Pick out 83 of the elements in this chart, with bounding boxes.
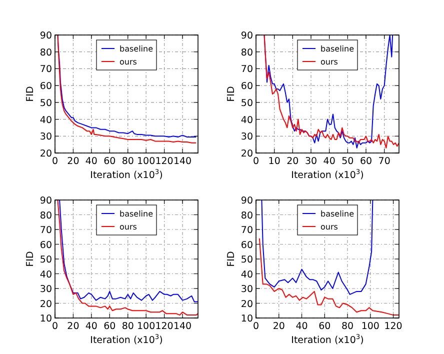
x-tick-label: 40 — [323, 156, 336, 167]
y-tick-label: 90 — [40, 30, 52, 42]
x-tick-label: 60 — [104, 156, 116, 167]
x-tick-label: 120 — [155, 321, 174, 332]
y-tick-label: 20 — [40, 298, 52, 310]
y-tick-label: 30 — [40, 132, 52, 143]
y-tick-label: 40 — [40, 114, 52, 126]
x-tick-label: 100 — [137, 156, 156, 167]
y-tick-label: 50 — [240, 254, 253, 266]
legend-label: ours — [120, 222, 137, 232]
y-tick-label: 40 — [240, 114, 253, 126]
x-tick-label: 0 — [252, 156, 260, 167]
y-tick-label: 30 — [240, 284, 253, 295]
y-tick-label: 70 — [240, 64, 253, 76]
x-tick-label: 0 — [52, 156, 58, 167]
y-tick-label: 30 — [40, 284, 52, 295]
legend-label: ours — [120, 58, 137, 66]
y-tick-label: 50 — [40, 98, 52, 109]
x-tick-label: 20 — [272, 321, 285, 332]
y-tick-label: 70 — [40, 225, 52, 236]
legend-label: baseline — [320, 44, 354, 54]
y-axis-title: FID — [226, 251, 237, 267]
y-tick-label: 60 — [40, 240, 52, 251]
x-tick-label: 10 — [268, 156, 280, 167]
y-tick-label: 80 — [40, 210, 52, 222]
y-tick-label: 80 — [240, 210, 253, 222]
x-tick-label: 120 — [384, 321, 402, 332]
y-tick-label: 70 — [40, 64, 52, 76]
y-tick-label: 90 — [240, 30, 253, 42]
x-axis-title: Iteration (x10$^{3}$) — [291, 168, 364, 181]
x-tick-label: 50 — [342, 156, 354, 167]
y-axis-title: FID — [25, 86, 36, 102]
x-tick-label: 20 — [67, 156, 80, 167]
y-tick-label: 30 — [240, 132, 253, 143]
x-tick-label: 40 — [85, 156, 98, 167]
y-tick-label: 60 — [40, 81, 52, 92]
x-tick-label: 140 — [173, 156, 192, 167]
x-tick-label: 120 — [155, 156, 174, 167]
x-axis-title: Iteration (x10$^{3}$) — [90, 168, 163, 181]
x-tick-label: 140 — [173, 321, 192, 332]
x-tick-label: 80 — [122, 321, 134, 332]
x-tick-label: 0 — [52, 321, 58, 332]
x-axis-title: Iteration (x10$^{3}$) — [90, 333, 163, 346]
x-tick-label: 80 — [341, 321, 354, 332]
x-tick-label: 60 — [104, 321, 116, 332]
x-tick-label: 70 — [378, 156, 390, 167]
x-tick-label: 100 — [361, 321, 380, 332]
x-tick-label: 40 — [85, 321, 98, 332]
legend-label: ours — [320, 222, 338, 232]
y-tick-label: 60 — [240, 81, 253, 92]
x-tick-label: 20 — [67, 321, 80, 332]
line-series — [261, 200, 374, 295]
legend-label: ours — [320, 58, 338, 66]
x-tick-label: 100 — [137, 321, 156, 332]
y-tick-label: 50 — [240, 98, 253, 109]
y-tick-label: 40 — [40, 269, 52, 280]
y-tick-label: 80 — [240, 47, 253, 58]
y-tick-label: 60 — [240, 240, 253, 251]
y-tick-label: 50 — [40, 254, 52, 266]
x-tick-label: 60 — [360, 156, 372, 167]
y-tick-label: 20 — [240, 298, 253, 310]
x-tick-label: 60 — [318, 321, 331, 332]
x-axis-title: Iteration (x10$^{3}$) — [291, 333, 364, 346]
y-axis-title: FID — [25, 251, 36, 267]
x-tick-label: 40 — [296, 321, 308, 332]
x-tick-label: 30 — [304, 156, 318, 167]
y-tick-label: 40 — [240, 269, 253, 280]
y-tick-label: 80 — [40, 47, 52, 58]
legend-label: baseline — [120, 210, 154, 218]
y-tick-label: 10 — [240, 314, 253, 324]
y-tick-label: 10 — [40, 314, 52, 324]
y-axis-title: FID — [226, 86, 237, 102]
y-tick-label: 20 — [240, 148, 253, 160]
y-tick-label: 70 — [240, 225, 253, 236]
y-tick-label: 20 — [40, 148, 52, 160]
legend-label: baseline — [120, 44, 154, 54]
y-tick-label: 90 — [240, 196, 253, 206]
legend-label: baseline — [320, 210, 354, 218]
x-tick-label: 0 — [252, 321, 260, 332]
x-tick-label: 20 — [286, 156, 299, 167]
line-series — [258, 238, 399, 316]
x-tick-label: 80 — [122, 156, 134, 167]
y-tick-label: 90 — [40, 196, 52, 206]
